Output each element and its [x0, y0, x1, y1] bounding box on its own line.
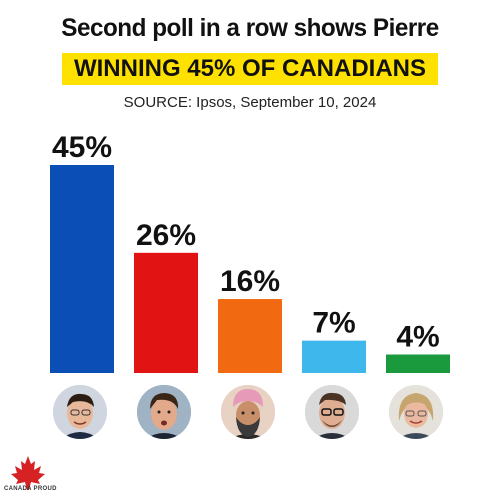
- bar-1: [50, 165, 114, 373]
- candidate-portrait-4: [305, 385, 359, 439]
- bar-4: [302, 340, 366, 373]
- bar-5: [386, 354, 450, 373]
- candidate-portrait-2: [137, 385, 191, 439]
- maple-leaf-icon: [11, 456, 45, 490]
- candidate-portrait-5: [389, 385, 443, 439]
- bar-value-label-1: 45%: [52, 131, 112, 164]
- bar-2: [134, 252, 198, 373]
- subtitle-banner: WINNING 45% OF CANADIANS: [0, 53, 500, 85]
- bar-value-label-2: 26%: [136, 219, 196, 252]
- candidate-portrait-3: [221, 385, 275, 439]
- chart-title: Second poll in a row shows Pierre: [61, 14, 439, 42]
- bar-value-label-3: 16%: [220, 265, 280, 298]
- source-note: SOURCE: Ipsos, September 10, 2024: [123, 94, 377, 111]
- bar-3: [218, 299, 282, 373]
- bar-value-label-5: 4%: [396, 321, 439, 354]
- footer-logo-text: CANADA PROUD: [4, 486, 57, 492]
- candidate-portrait-1: [53, 385, 107, 439]
- bar-value-label-4: 7%: [312, 307, 355, 340]
- chart-subtitle: WINNING 45% OF CANADIANS: [61, 53, 439, 85]
